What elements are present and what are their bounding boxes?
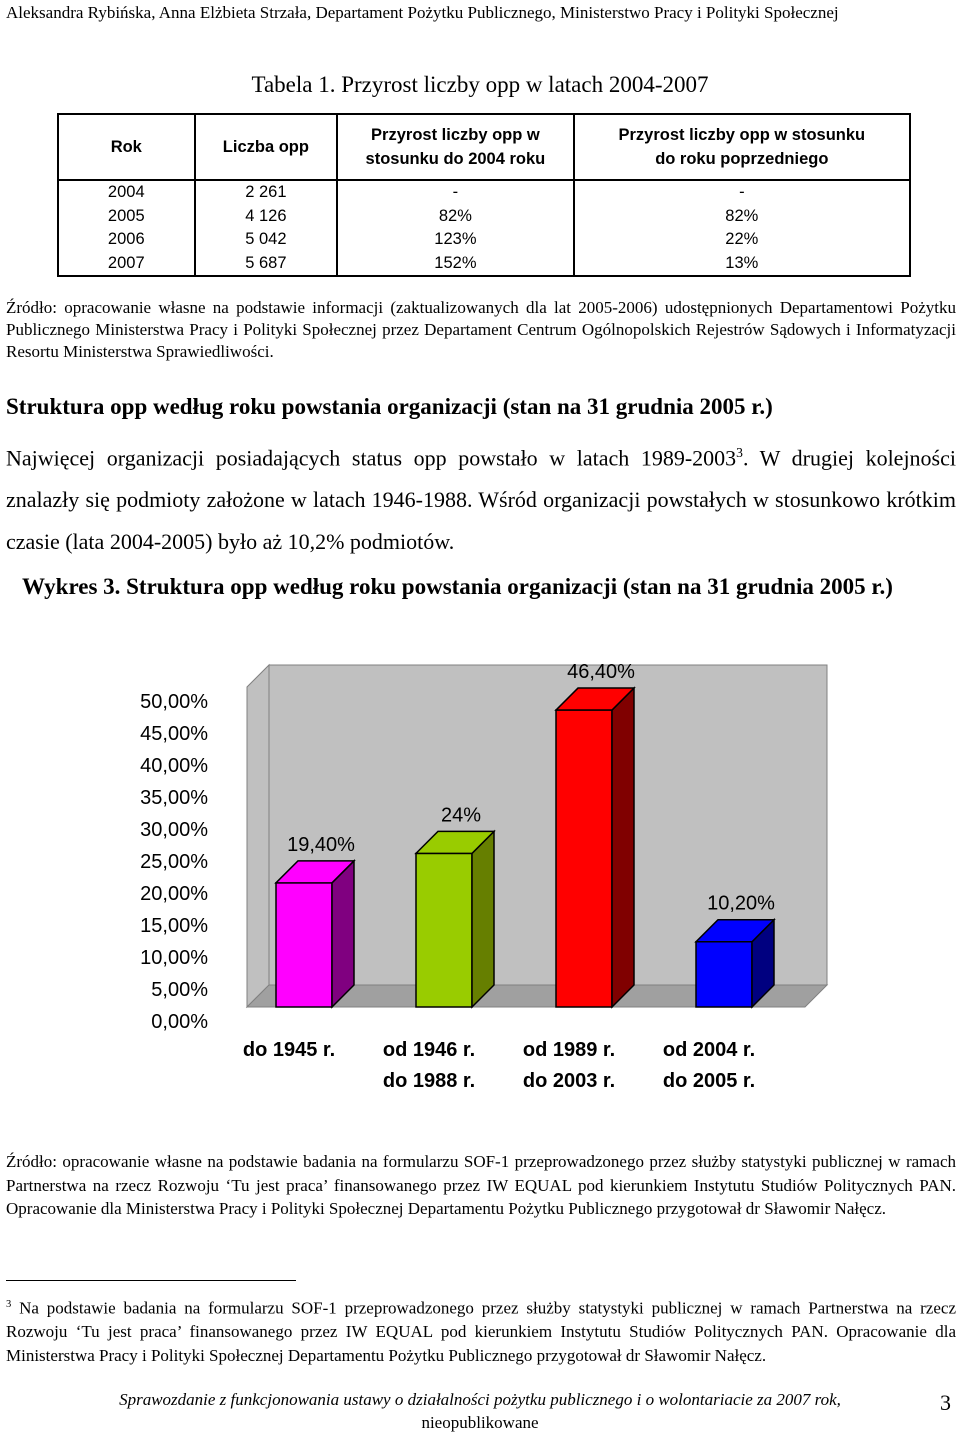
y-tick-label: 25,00% [140,851,208,873]
table-cell: 82% [336,204,575,228]
table-cell: 2007 [57,251,196,277]
table-cell: 82% [572,204,912,228]
y-tick-label: 35,00% [140,787,208,809]
y-tick-label: 45,00% [140,723,208,745]
header-count: Liczba opp [193,113,339,181]
table-cell: 2 261 [193,180,339,205]
bar-front-3 [695,940,753,1008]
bar-top-2 [554,687,636,711]
footnote: 3 Na podstawie badania na formularzu SOF… [6,1293,956,1367]
table-cell: 2004 [57,180,196,205]
table-cell: 2005 [57,204,196,228]
chart-source: Źródło: opracowanie własne na podstawie … [6,1152,956,1218]
bar-top-3 [694,918,776,943]
y-tick-label: 20,00% [140,883,208,905]
table-cell: 13% [572,251,912,277]
x-category-label: od 2004 r. [663,1039,755,1061]
table-cell: 5 687 [193,251,339,277]
header-growth-2004: Przyrost liczby opp w stosunku do 2004 r… [336,113,575,181]
y-tick-label: 50,00% [140,691,208,713]
header-year: Rok [57,113,196,181]
data-label-3: 10,20% [707,893,775,915]
footnote-ref: 3 [736,445,743,460]
table-row: 2006 5 042 123% 22% [57,228,912,252]
page-number: 3 [940,1390,951,1415]
bar-side-0 [331,859,355,1009]
y-tick-label: 30,00% [140,819,208,841]
page-footer: Sprawozdanie z funkcjonowania ustawy o d… [40,1388,920,1434]
table-cell: 152% [336,251,575,277]
bar-top-0 [274,860,356,884]
x-category-label: do 1988 r. [383,1070,475,1092]
bar-side-1 [471,829,495,1009]
table-cell: - [572,180,912,205]
paragraph-part2: . W drugiej kolejności znalazły się podm… [6,445,956,555]
bar-front-0 [275,882,333,1008]
paragraph-part1: Najwięcej organizacji posiadających stat… [6,445,737,471]
y-tick-label: 10,00% [140,947,208,969]
table-row: 2005 4 126 82% 82% [57,204,912,228]
growth-table: Rok Liczba opp Przyrost liczby opp w sto… [57,113,912,277]
bar-chart: 0,00% 5,00% 10,00% 15,00% 20,00% 25,00% 30,00%… [140,661,829,1092]
x-category-label: od 1946 r. [383,1039,475,1061]
footnote-divider [6,1280,296,1281]
table-cell: 2006 [57,228,196,252]
section-heading: Struktura opp według roku powstania orga… [6,394,773,419]
bar-side-2 [611,686,635,1009]
table-cell: 4 126 [193,204,339,228]
table-row: 2007 5 687 152% 13% [57,251,912,277]
y-tick-label: 0,00% [151,1011,208,1033]
x-category-label: od 1989 r. [523,1039,615,1061]
table-cell: 5 042 [193,228,339,252]
table-cell: - [336,180,575,205]
chart-floor [245,984,829,1008]
y-tick-label: 5,00% [151,979,208,1001]
x-category-label: do 2005 r. [663,1070,755,1092]
data-label-0: 19,40% [287,834,355,856]
bar-front-1 [415,852,473,1008]
y-tick-label: 15,00% [140,915,208,937]
table-source: Źródło: opracowanie własne na podstawie … [6,298,956,361]
data-label-2: 46,40% [567,661,635,683]
chart-heading: Wykres 3. Struktura opp według roku pows… [22,574,893,599]
bar-front-2 [555,709,613,1008]
bar-top-1 [414,830,496,855]
x-category-label: do 1945 r. [243,1039,335,1061]
footnote-text: Na podstawie badania na formularzu SOF-1… [6,1298,956,1365]
table-row: 2004 2 261- - [57,180,912,205]
table-cell: 22% [572,228,912,252]
table-cell: 123% [336,228,575,252]
footer-title: Sprawozdanie z funkcjonowania ustawy o d… [119,1390,841,1409]
body-paragraph: Najwięcej organizacji posiadających stat… [6,432,956,563]
x-category-label: do 2003 r. [523,1070,615,1092]
header-growth-prev: Przyrost liczby opp w stosunku do roku p… [572,113,912,181]
y-tick-label: 40,00% [140,755,208,777]
data-label-1: 24% [441,804,481,826]
table-header-row: Rok Liczba opp Przyrost liczby opp w sto… [57,113,912,181]
footnote-number: 3 [6,1299,12,1310]
header-author-line: Aleksandra Rybińska, Anna Elżbieta Strza… [6,3,839,22]
table-title: Tabela 1. Przyrost liczby opp w latach 2… [251,72,709,97]
footer-note: nieopublikowane [421,1413,539,1432]
chart-side-wall [246,663,270,1009]
